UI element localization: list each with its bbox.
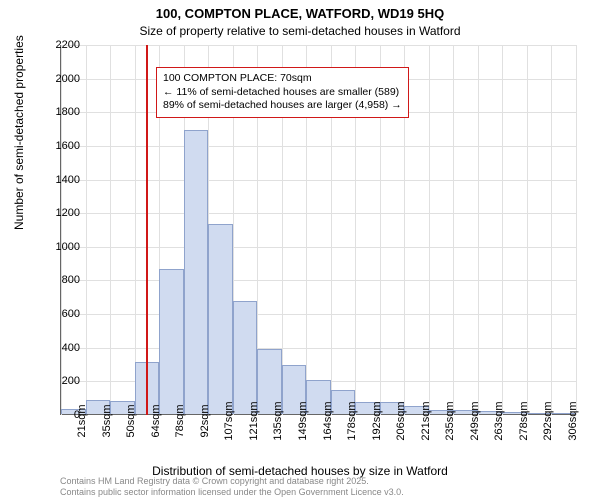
- xtick-label: 263sqm: [493, 401, 505, 440]
- xtick-label: 149sqm: [297, 401, 309, 440]
- xtick-label: 235sqm: [444, 401, 456, 440]
- xtick-label: 50sqm: [125, 404, 137, 437]
- xtick-label: 35sqm: [101, 404, 113, 437]
- ytick-label: 1600: [56, 140, 80, 152]
- ytick-label: 800: [62, 274, 80, 286]
- gridline-v: [135, 45, 136, 415]
- xtick-label: 107sqm: [223, 401, 235, 440]
- xtick-label: 78sqm: [174, 404, 186, 437]
- gridline-h: [61, 45, 576, 46]
- histogram-bar: [233, 301, 258, 414]
- chart-title: 100, COMPTON PLACE, WATFORD, WD19 5HQ: [0, 6, 600, 21]
- gridline-v: [478, 45, 479, 415]
- gridline-h: [61, 280, 576, 281]
- annotation-line1: 100 COMPTON PLACE: 70sqm: [163, 72, 402, 86]
- gridline-h: [61, 314, 576, 315]
- ytick-label: 1200: [56, 207, 80, 219]
- ytick-label: 2000: [56, 73, 80, 85]
- xtick-label: 92sqm: [199, 404, 211, 437]
- gridline-h: [61, 146, 576, 147]
- gridline-v: [86, 45, 87, 415]
- xtick-label: 306sqm: [567, 401, 579, 440]
- xtick-label: 135sqm: [272, 401, 284, 440]
- xtick-label: 64sqm: [150, 404, 162, 437]
- xtick-label: 221sqm: [420, 401, 432, 440]
- attribution: Contains HM Land Registry data © Crown c…: [60, 476, 404, 498]
- gridline-h: [61, 247, 576, 248]
- ytick-label: 1000: [56, 241, 80, 253]
- y-axis-label: Number of semi-detached properties: [12, 35, 26, 230]
- annotation-line2: ← 11% of semi-detached houses are smalle…: [163, 86, 402, 100]
- xtick-label: 278sqm: [518, 401, 530, 440]
- ytick-label: 200: [62, 375, 80, 387]
- gridline-v: [453, 45, 454, 415]
- xtick-label: 192sqm: [371, 401, 383, 440]
- ytick-label: 600: [62, 308, 80, 320]
- chart-subtitle: Size of property relative to semi-detach…: [0, 24, 600, 38]
- gridline-v: [429, 45, 430, 415]
- chart-container: 100 COMPTON PLACE: 70sqm← 11% of semi-de…: [60, 45, 575, 415]
- property-marker-line: [146, 45, 148, 415]
- ytick-label: 2200: [56, 39, 80, 51]
- xtick-label: 292sqm: [542, 401, 554, 440]
- gridline-v: [527, 45, 528, 415]
- xtick-label: 178sqm: [346, 401, 358, 440]
- xtick-label: 249sqm: [469, 401, 481, 440]
- xtick-label: 121sqm: [248, 401, 260, 440]
- annotation-line3: 89% of semi-detached houses are larger (…: [163, 99, 402, 113]
- xtick-label: 21sqm: [76, 404, 88, 437]
- gridline-h: [61, 213, 576, 214]
- histogram-bar: [208, 224, 233, 414]
- gridline-v: [110, 45, 111, 415]
- gridline-v: [502, 45, 503, 415]
- attribution-line1: Contains HM Land Registry data © Crown c…: [60, 476, 404, 487]
- gridline-h: [61, 180, 576, 181]
- ytick-label: 1800: [56, 106, 80, 118]
- ytick-label: 400: [62, 342, 80, 354]
- annotation-box: 100 COMPTON PLACE: 70sqm← 11% of semi-de…: [156, 67, 409, 118]
- gridline-v: [61, 45, 62, 415]
- histogram-bar: [184, 130, 209, 414]
- plot-area: 100 COMPTON PLACE: 70sqm← 11% of semi-de…: [60, 45, 575, 415]
- xtick-label: 206sqm: [395, 401, 407, 440]
- attribution-line2: Contains public sector information licen…: [60, 487, 404, 498]
- ytick-label: 1400: [56, 174, 80, 186]
- gridline-v: [576, 45, 577, 415]
- xtick-label: 164sqm: [322, 401, 334, 440]
- histogram-bar: [159, 269, 184, 414]
- gridline-h: [61, 348, 576, 349]
- gridline-v: [551, 45, 552, 415]
